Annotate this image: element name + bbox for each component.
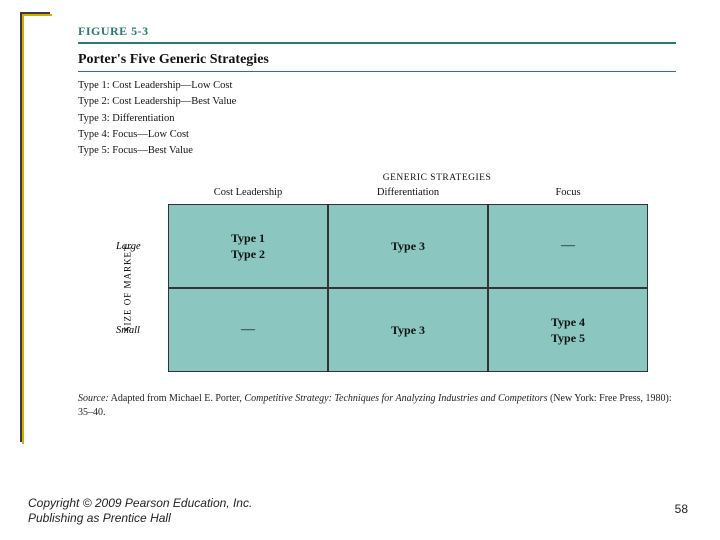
type-row: Type 2: Cost Leadership—Best Value <box>78 94 676 110</box>
cells: — Type 3 Type 4Type 5 <box>168 288 648 372</box>
matrix-cell: Type 1Type 2 <box>168 204 328 288</box>
matrix-grid: LargeType 1Type 2Type 3—Small—Type 3Type… <box>116 204 676 372</box>
matrix-row: LargeType 1Type 2Type 3— <box>116 204 676 288</box>
types-list: Type 1: Cost Leadership—Low Cost Type 2:… <box>78 78 676 159</box>
cells: Type 1Type 2 Type 3 — <box>168 204 648 288</box>
cell-text: Type 5 <box>551 330 585 346</box>
cell-text: Type 4 <box>551 314 585 330</box>
source-text: Adapted from Michael E. Porter, <box>109 393 245 404</box>
column-headers: GENERIC STRATEGIES Cost Leadership Diffe… <box>78 173 676 198</box>
page-number: 58 <box>675 502 688 516</box>
copyright-line: Copyright © 2009 Pearson Education, Inc. <box>28 496 252 511</box>
cell-text: — <box>561 237 575 256</box>
slide-corner-gold <box>22 14 52 444</box>
figure-label: FIGURE 5-3 <box>78 24 676 44</box>
col-label: Cost Leadership <box>168 187 328 198</box>
source-citation: Source: Adapted from Michael E. Porter, … <box>78 392 676 420</box>
matrix-cell: Type 3 <box>328 204 488 288</box>
type-row: Type 4: Focus—Low Cost <box>78 127 676 143</box>
source-prefix: Source: <box>78 393 109 404</box>
matrix-wrap: SIZE OF MARKET LargeType 1Type 2Type 3—S… <box>116 204 676 372</box>
col-label: Focus <box>488 187 648 198</box>
type-row: Type 1: Cost Leadership—Low Cost <box>78 78 676 94</box>
matrix-cell: Type 3 <box>328 288 488 372</box>
figure-container: FIGURE 5-3 Porter's Five Generic Strateg… <box>78 24 676 420</box>
cell-text: Type 3 <box>391 322 425 338</box>
matrix-row: Small—Type 3Type 4Type 5 <box>116 288 676 372</box>
matrix-cell: — <box>488 204 648 288</box>
footer-copyright: Copyright © 2009 Pearson Education, Inc.… <box>28 496 252 526</box>
type-row: Type 5: Focus—Best Value <box>78 143 676 159</box>
type-row: Type 3: Differentiation <box>78 111 676 127</box>
figure-title: Porter's Five Generic Strategies <box>78 52 676 72</box>
y-axis-label: SIZE OF MARKET <box>123 245 133 332</box>
copyright-line: Publishing as Prentice Hall <box>28 511 252 526</box>
top-axis-label: GENERIC STRATEGIES <box>198 173 676 183</box>
cell-text: Type 1 <box>231 230 265 246</box>
cell-text: — <box>241 321 255 340</box>
cell-text: Type 2 <box>231 246 265 262</box>
matrix-cell: — <box>168 288 328 372</box>
col-label: Differentiation <box>328 187 488 198</box>
source-title: Competitive Strategy: Techniques for Ana… <box>244 393 547 404</box>
matrix-cell: Type 4Type 5 <box>488 288 648 372</box>
cell-text: Type 3 <box>391 238 425 254</box>
